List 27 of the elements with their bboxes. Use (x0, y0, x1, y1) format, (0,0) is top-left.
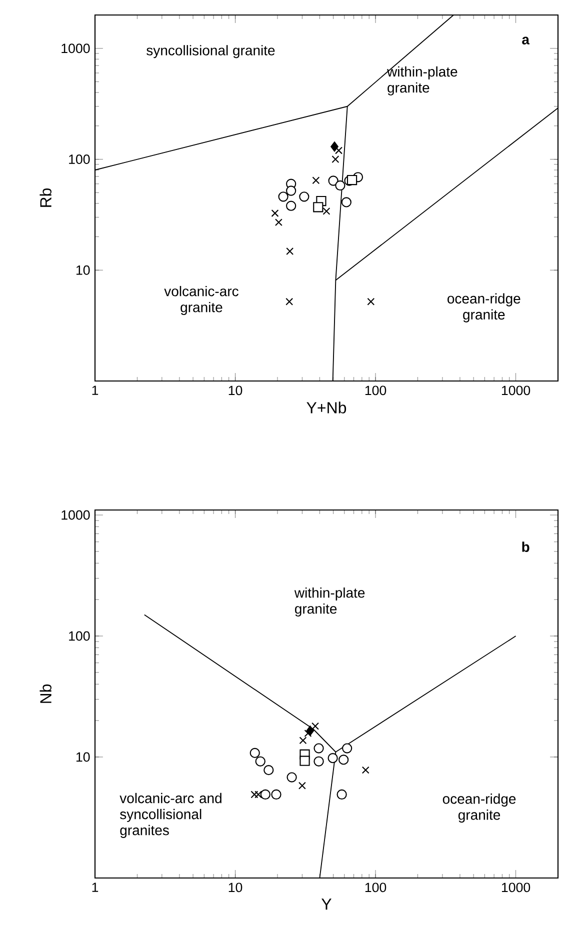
annotation: a (522, 36, 530, 44)
annotation: within-plate granite (294, 587, 365, 617)
x-tick-label: 100 (365, 882, 386, 892)
x-tick-label: 1000 (502, 882, 530, 892)
annotation: ocean-ridge granite (442, 794, 516, 823)
annotation: volcanic-arc granite (164, 286, 238, 316)
annotation: ocean-ridge granite (448, 293, 520, 322)
y-axis-title: Rb (40, 188, 52, 207)
y-tick-label: 10 (76, 752, 90, 762)
y-tick-label: 1000 (62, 510, 90, 520)
y-axis-title: Nb (40, 684, 52, 703)
x-tick-label: 1000 (502, 386, 530, 396)
x-tick-label: 100 (365, 386, 386, 396)
x-tick-label: 10 (228, 386, 242, 396)
x-tick-label: 10 (228, 882, 242, 892)
annotation: b (522, 542, 530, 552)
y-tick-label: 100 (69, 631, 90, 641)
x-axis-title: Y (322, 898, 332, 910)
x-tick-label: 1 (92, 386, 98, 395)
annotation: volcanic-arc and syncollisional granites (120, 792, 222, 838)
y-tick-label: 10 (76, 265, 90, 275)
y-tick-label: 1000 (62, 44, 90, 54)
annotation: syncollisional granite (146, 45, 275, 58)
x-tick-label: 1 (92, 882, 98, 892)
annotation: within-plate granite (387, 66, 458, 96)
y-tick-label: 100 (69, 154, 90, 164)
x-axis-title: Y+Nb (306, 402, 346, 414)
